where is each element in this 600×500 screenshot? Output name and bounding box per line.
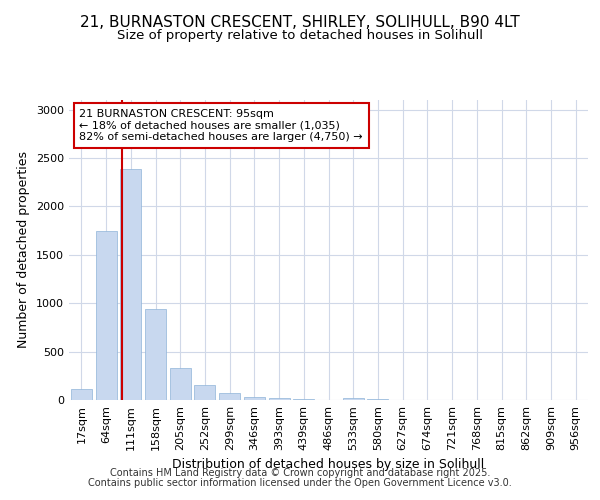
Bar xyxy=(293,399,314,400)
Bar xyxy=(269,398,290,400)
Y-axis label: Number of detached properties: Number of detached properties xyxy=(17,152,31,348)
Bar xyxy=(170,368,191,400)
Bar xyxy=(194,386,215,400)
Bar xyxy=(71,390,92,400)
Bar xyxy=(145,309,166,400)
Bar xyxy=(343,398,364,400)
Bar xyxy=(219,392,240,400)
X-axis label: Distribution of detached houses by size in Solihull: Distribution of detached houses by size … xyxy=(172,458,485,471)
Bar xyxy=(367,398,388,400)
Bar xyxy=(120,168,141,400)
Text: Contains HM Land Registry data © Crown copyright and database right 2025.: Contains HM Land Registry data © Crown c… xyxy=(110,468,490,477)
Text: 21 BURNASTON CRESCENT: 95sqm
← 18% of detached houses are smaller (1,035)
82% of: 21 BURNASTON CRESCENT: 95sqm ← 18% of de… xyxy=(79,109,363,142)
Bar xyxy=(95,230,116,400)
Text: 21, BURNASTON CRESCENT, SHIRLEY, SOLIHULL, B90 4LT: 21, BURNASTON CRESCENT, SHIRLEY, SOLIHUL… xyxy=(80,15,520,30)
Text: Contains public sector information licensed under the Open Government Licence v3: Contains public sector information licen… xyxy=(88,478,512,488)
Bar xyxy=(244,396,265,400)
Text: Size of property relative to detached houses in Solihull: Size of property relative to detached ho… xyxy=(117,28,483,42)
